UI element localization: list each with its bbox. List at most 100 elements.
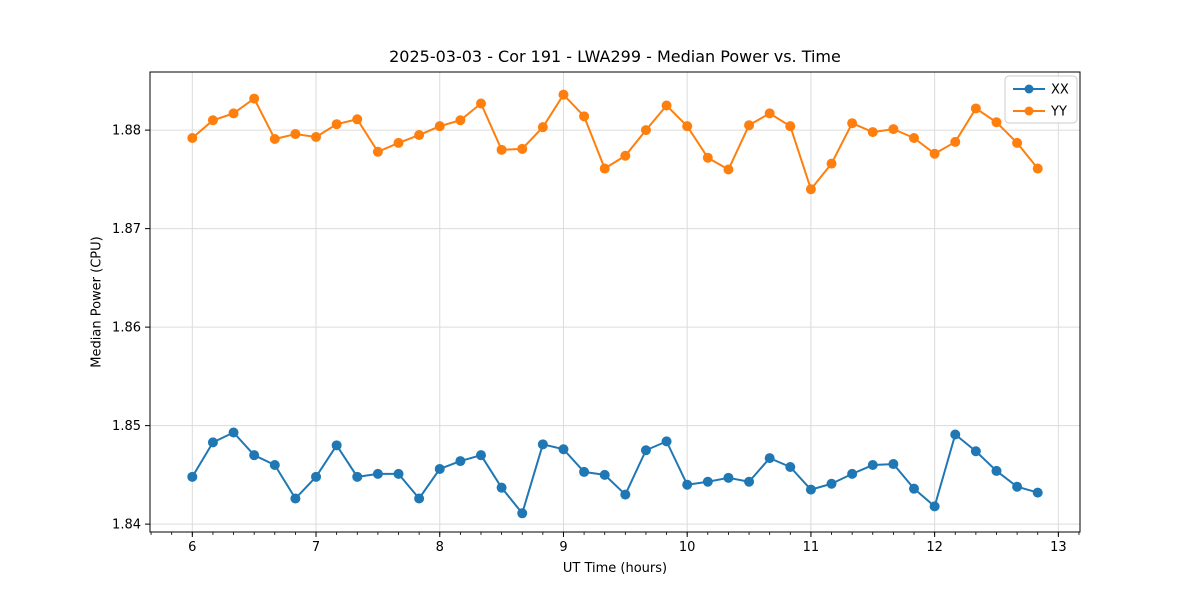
y-tick-label: 1.87 (112, 222, 141, 237)
data-point-xx (950, 429, 961, 440)
data-point-xx (970, 446, 981, 457)
data-point-yy (661, 100, 672, 111)
data-point-xx (805, 484, 816, 495)
y-tick-label: 1.88 (112, 124, 141, 139)
data-point-xx (661, 436, 672, 447)
data-point-xx (682, 479, 693, 490)
x-tick-label: 7 (312, 540, 320, 555)
data-point-xx (455, 456, 466, 467)
y-axis-ticks: 1.84 1.85 1.86 1.87 1.88 (112, 124, 150, 533)
data-point-yy (187, 132, 198, 143)
data-point-yy (372, 146, 383, 157)
data-point-xx (620, 489, 631, 500)
data-point-yy (909, 132, 920, 143)
plot-border (149, 71, 1081, 533)
data-point-xx (496, 482, 507, 493)
series-yy (187, 89, 1043, 195)
data-point-xx (1012, 481, 1023, 492)
data-point-yy (888, 124, 899, 135)
data-point-yy (414, 130, 425, 141)
data-point-xx (867, 460, 878, 471)
data-point-yy (970, 103, 981, 114)
data-point-xx (311, 471, 322, 482)
data-point-xx (249, 450, 260, 461)
x-axis-ticks: 6 7 8 9 10 11 12 13 (188, 532, 1067, 555)
data-point-xx (393, 468, 404, 479)
x-tick-label: 12 (926, 540, 943, 555)
axes (149, 71, 1081, 533)
data-point-yy (1032, 163, 1043, 174)
grid-lines (150, 72, 1080, 532)
chart-title: 2025-03-03 - Cor 191 - LWA299 - Median P… (389, 47, 841, 66)
data-point-yy (640, 125, 651, 136)
data-point-xx (537, 439, 548, 450)
data-point-xx (352, 471, 363, 482)
legend-marker-sample (1024, 84, 1034, 94)
data-point-xx (744, 476, 755, 487)
data-point-xx (888, 459, 899, 470)
data-point-yy (228, 108, 239, 119)
data-point-xx (826, 478, 837, 489)
data-point-yy (558, 89, 569, 100)
data-point-yy (249, 93, 260, 104)
x-tick-label: 11 (803, 540, 820, 555)
data-point-yy (207, 115, 218, 126)
x-tick-label: 9 (559, 540, 567, 555)
data-point-yy (290, 129, 301, 140)
data-point-yy (517, 143, 528, 154)
data-point-yy (785, 121, 796, 132)
legend-label: XX (1051, 83, 1069, 98)
data-point-yy (991, 117, 1002, 128)
y-tick-label: 1.85 (112, 419, 141, 434)
data-point-xx (909, 483, 920, 494)
x-tick-label: 10 (679, 540, 696, 555)
data-point-yy (950, 136, 961, 147)
data-point-yy (744, 120, 755, 131)
data-point-yy (311, 132, 322, 143)
data-point-xx (228, 427, 239, 438)
data-point-xx (640, 445, 651, 456)
x-tick-label: 8 (436, 540, 444, 555)
data-point-yy (269, 133, 280, 144)
data-point-xx (331, 440, 342, 451)
y-axis-label: Median Power (CPU) (89, 236, 105, 368)
data-point-yy (805, 184, 816, 195)
legend-entry-xx: XX (1013, 83, 1069, 98)
data-point-xx (723, 472, 734, 483)
data-point-xx (372, 468, 383, 479)
data-point-xx (599, 469, 610, 480)
x-tick-label: 6 (188, 540, 196, 555)
legend-label: YY (1050, 105, 1067, 120)
data-point-yy (475, 98, 486, 109)
legend: XX YY (1004, 75, 1078, 124)
data-point-yy (826, 158, 837, 169)
data-point-yy (702, 152, 713, 163)
data-point-yy (764, 108, 775, 119)
data-point-xx (785, 461, 796, 472)
data-point-yy (723, 164, 734, 175)
y-tick-label: 1.86 (112, 321, 141, 336)
data-point-yy (929, 148, 940, 159)
x-axis-label: UT Time (hours) (562, 561, 668, 576)
data-point-xx (702, 476, 713, 487)
data-point-xx (434, 463, 445, 474)
legend-entry-yy: YY (1013, 105, 1067, 120)
series-xx (187, 427, 1043, 519)
data-point-xx (579, 466, 590, 477)
data-point-xx (414, 493, 425, 504)
data-point-yy (434, 121, 445, 132)
data-point-xx (1032, 487, 1043, 498)
legend-marker-sample (1024, 106, 1034, 116)
data-point-yy (496, 144, 507, 155)
data-point-yy (867, 127, 878, 138)
y-tick-label: 1.84 (112, 518, 141, 533)
data-point-xx (475, 450, 486, 461)
data-point-xx (991, 465, 1002, 476)
data-point-xx (764, 453, 775, 464)
data-point-xx (187, 471, 198, 482)
data-point-yy (579, 111, 590, 122)
data-point-xx (929, 501, 940, 512)
data-point-yy (1012, 137, 1023, 148)
